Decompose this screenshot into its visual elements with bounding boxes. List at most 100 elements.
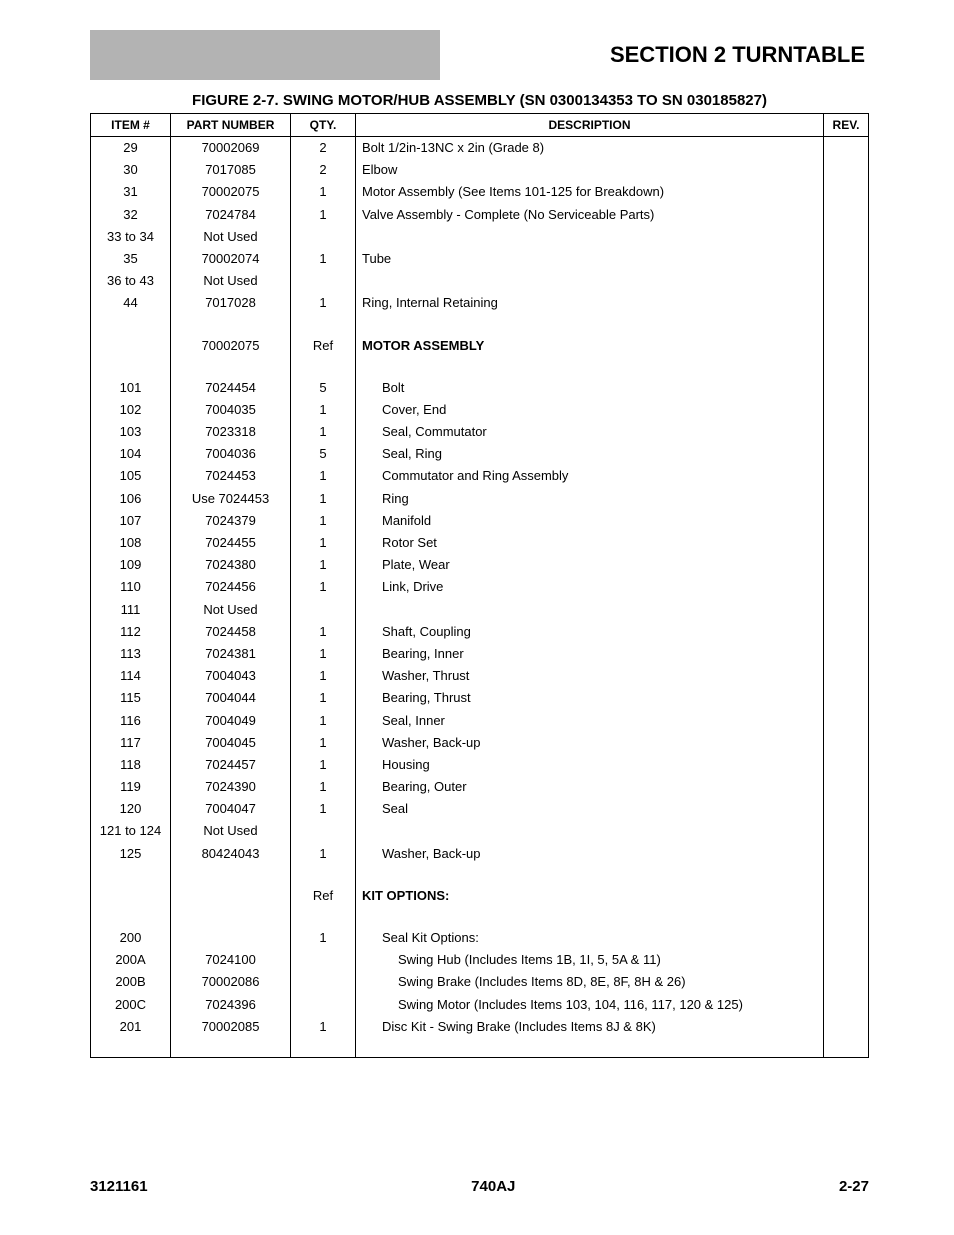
cell-part: 70002069 bbox=[171, 137, 291, 160]
table-row: 11370243811Bearing, Inner bbox=[91, 643, 869, 665]
cell-item: 35 bbox=[91, 248, 171, 270]
cell-part: 70002075 bbox=[171, 335, 291, 357]
cell-qty: 2 bbox=[291, 137, 356, 160]
spacer-cell bbox=[824, 865, 869, 885]
table-row bbox=[91, 907, 869, 927]
spacer-cell bbox=[291, 907, 356, 927]
table-row: 35700020741Tube bbox=[91, 248, 869, 270]
table-row: 33 to 34Not Used bbox=[91, 226, 869, 248]
cell-desc: MOTOR ASSEMBLY bbox=[356, 335, 824, 357]
cell-part: Use 7024453 bbox=[171, 488, 291, 510]
spacer-cell bbox=[356, 907, 824, 927]
col-header-part: PART NUMBER bbox=[171, 114, 291, 137]
cell-qty: 1 bbox=[291, 399, 356, 421]
desc-text: Disc Kit - Swing Brake (Includes Items 8… bbox=[362, 1018, 656, 1036]
desc-text: Seal, Commutator bbox=[362, 423, 487, 441]
cell-qty: 1 bbox=[291, 292, 356, 314]
cell-part: Not Used bbox=[171, 599, 291, 621]
cell-qty: 1 bbox=[291, 754, 356, 776]
cell-item: 108 bbox=[91, 532, 171, 554]
cell-part: 7004044 bbox=[171, 687, 291, 709]
cell-qty: 1 bbox=[291, 181, 356, 203]
page-header: SECTION 2 TURNTABLE bbox=[90, 30, 869, 80]
cell-desc: Seal, Inner bbox=[356, 710, 824, 732]
cell-rev bbox=[824, 270, 869, 292]
parts-table: ITEM # PART NUMBER QTY. DESCRIPTION REV.… bbox=[90, 113, 869, 1058]
desc-text: Seal Kit Options: bbox=[362, 929, 479, 947]
cell-item bbox=[91, 335, 171, 357]
table-row: 10370233181Seal, Commutator bbox=[91, 421, 869, 443]
cell-qty: 1 bbox=[291, 554, 356, 576]
cell-rev bbox=[824, 377, 869, 399]
section-title: SECTION 2 TURNTABLE bbox=[440, 30, 869, 80]
cell-desc: Motor Assembly (See Items 101-125 for Br… bbox=[356, 181, 824, 203]
desc-text: Commutator and Ring Assembly bbox=[362, 467, 568, 485]
cell-qty: 1 bbox=[291, 710, 356, 732]
cell-rev bbox=[824, 554, 869, 576]
cell-desc: KIT OPTIONS: bbox=[356, 885, 824, 907]
cell-part: 70002074 bbox=[171, 248, 291, 270]
cell-desc bbox=[356, 599, 824, 621]
cell-desc bbox=[356, 820, 824, 842]
spacer-cell bbox=[91, 865, 171, 885]
cell-qty: 1 bbox=[291, 621, 356, 643]
table-row bbox=[91, 357, 869, 377]
table-row: 200A7024100Swing Hub (Includes Items 1B,… bbox=[91, 949, 869, 971]
cell-part: 7024453 bbox=[171, 465, 291, 487]
cell-desc: Seal bbox=[356, 798, 824, 820]
cell-item: 107 bbox=[91, 510, 171, 532]
cell-qty bbox=[291, 994, 356, 1016]
table-row: 10770243791Manifold bbox=[91, 510, 869, 532]
table-header-row: ITEM # PART NUMBER QTY. DESCRIPTION REV. bbox=[91, 114, 869, 137]
cell-part: Not Used bbox=[171, 226, 291, 248]
desc-text: Seal, Inner bbox=[362, 712, 445, 730]
filler-cell bbox=[824, 1038, 869, 1058]
spacer-cell bbox=[171, 865, 291, 885]
spacer-cell bbox=[356, 357, 824, 377]
cell-qty: 1 bbox=[291, 1016, 356, 1038]
table-row: 10270040351Cover, End bbox=[91, 399, 869, 421]
table-row: 11570040441Bearing, Thrust bbox=[91, 687, 869, 709]
cell-qty: 1 bbox=[291, 643, 356, 665]
table-row: 11770040451Washer, Back-up bbox=[91, 732, 869, 754]
cell-rev bbox=[824, 335, 869, 357]
cell-desc: Bearing, Inner bbox=[356, 643, 824, 665]
cell-qty: 1 bbox=[291, 687, 356, 709]
col-header-desc: DESCRIPTION bbox=[356, 114, 824, 137]
table-row: 11470040431Washer, Thrust bbox=[91, 665, 869, 687]
cell-qty bbox=[291, 820, 356, 842]
desc-text: Seal bbox=[362, 800, 408, 818]
desc-text: Bolt 1/2in-13NC x 2in (Grade 8) bbox=[362, 140, 544, 155]
table-row: 10970243801Plate, Wear bbox=[91, 554, 869, 576]
cell-item: 102 bbox=[91, 399, 171, 421]
cell-part: 70002085 bbox=[171, 1016, 291, 1038]
cell-part: 7024455 bbox=[171, 532, 291, 554]
cell-qty: 1 bbox=[291, 776, 356, 798]
table-row: RefKIT OPTIONS: bbox=[91, 885, 869, 907]
table-row: 10170244545Bolt bbox=[91, 377, 869, 399]
filler-cell bbox=[91, 1038, 171, 1058]
desc-text: Elbow bbox=[362, 162, 397, 177]
table-row: 4470170281Ring, Internal Retaining bbox=[91, 292, 869, 314]
table-row: 36 to 43Not Used bbox=[91, 270, 869, 292]
cell-rev bbox=[824, 465, 869, 487]
desc-text: Ring, Internal Retaining bbox=[362, 295, 498, 310]
cell-desc: Seal, Commutator bbox=[356, 421, 824, 443]
cell-item: 105 bbox=[91, 465, 171, 487]
cell-rev bbox=[824, 754, 869, 776]
spacer-cell bbox=[91, 357, 171, 377]
cell-rev bbox=[824, 399, 869, 421]
cell-rev bbox=[824, 643, 869, 665]
cell-rev bbox=[824, 927, 869, 949]
footer-left: 3121161 bbox=[90, 1178, 148, 1195]
cell-part: 7004045 bbox=[171, 732, 291, 754]
cell-desc: Cover, End bbox=[356, 399, 824, 421]
cell-desc: Seal, Ring bbox=[356, 443, 824, 465]
cell-qty: 5 bbox=[291, 443, 356, 465]
spacer-cell bbox=[291, 865, 356, 885]
cell-part: 7024457 bbox=[171, 754, 291, 776]
cell-rev bbox=[824, 710, 869, 732]
table-row: 111Not Used bbox=[91, 599, 869, 621]
cell-desc: Swing Motor (Includes Items 103, 104, 11… bbox=[356, 994, 824, 1016]
table-row: 10870244551Rotor Set bbox=[91, 532, 869, 554]
